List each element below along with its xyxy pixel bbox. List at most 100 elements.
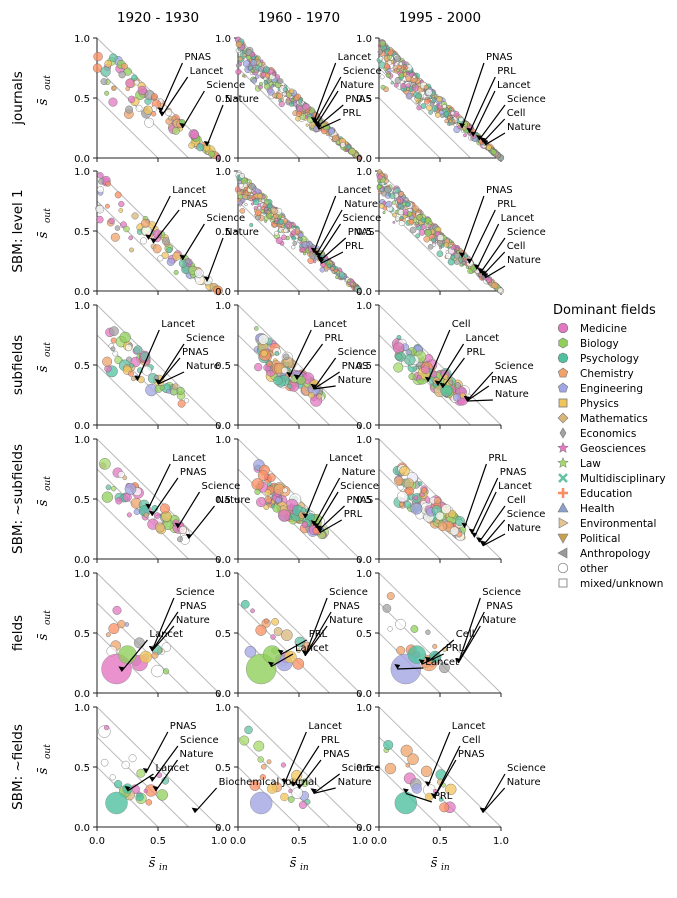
scatter-point (261, 198, 265, 203)
scatter-point (281, 214, 285, 218)
scatter-point (262, 203, 267, 208)
scatter-point-large (135, 792, 144, 802)
annotation-label: PRL (309, 629, 328, 640)
scatter-point (166, 247, 173, 254)
legend-marker (558, 578, 568, 588)
annotation-label: Science (206, 213, 245, 224)
scatter-point (420, 217, 426, 223)
annotation-label: PNAS (180, 467, 207, 478)
annotation-label: Lancet (149, 629, 183, 640)
scatter-point (423, 235, 431, 243)
scatter-point (144, 117, 154, 128)
diagonal-guide (378, 498, 441, 560)
annotation-arrow (482, 787, 506, 813)
scatter-point (417, 101, 421, 105)
scatter-point (400, 83, 406, 89)
scatter-point (264, 489, 272, 496)
scatter-point (425, 88, 433, 96)
scatter-point (439, 802, 450, 813)
annotation-arrowhead (314, 121, 321, 127)
scatter-point (114, 225, 121, 231)
annotation-label: Cell (462, 735, 481, 746)
annotation-label: Science (180, 735, 219, 746)
diagonal-guide (237, 364, 300, 426)
scatter-point (248, 65, 253, 71)
scatter-point (409, 226, 417, 234)
annotation-arrow (292, 745, 320, 787)
scatter-point (395, 618, 406, 630)
y-tick-label-hidden: 0.5 (356, 763, 372, 774)
annotation-label: PNAS (182, 347, 209, 358)
scatter-point (290, 225, 295, 229)
scatter-point (140, 218, 150, 228)
scatter-point (278, 509, 291, 522)
scatter-point (161, 251, 169, 259)
scatter-point (308, 392, 315, 399)
annotation-arrow (318, 505, 345, 531)
scatter-point (412, 75, 416, 79)
scatter-point (266, 759, 272, 765)
scatter-point (105, 203, 110, 209)
scatter-point (172, 251, 182, 261)
scatter-point (436, 250, 444, 258)
annotation-label: PRL (321, 735, 340, 746)
annotation-arrow (296, 343, 324, 380)
annotation-arrow (315, 90, 339, 126)
scatter-point (264, 496, 272, 504)
y-axis-label-sub: out (43, 476, 53, 491)
scatter-point (300, 247, 306, 253)
annotation-label: Nature (338, 777, 372, 788)
annotation-arrow (304, 625, 328, 657)
scatter-point (246, 55, 252, 61)
annotation-arrow (318, 118, 341, 130)
x-tick-label: 0.5 (291, 836, 307, 847)
scatter-point (133, 508, 140, 515)
x-axis-label-sub: in (300, 863, 309, 873)
annotation-arrow (181, 223, 205, 261)
legend-label: Political (580, 533, 620, 545)
legend-marker (559, 427, 567, 439)
annotation-arrow (181, 90, 205, 129)
annotation-label: PRL (497, 66, 516, 77)
y-tick-label-hidden: 0.0 (215, 287, 231, 298)
scatter-point (338, 272, 346, 279)
y-tick-label-hidden: 0.0 (356, 555, 372, 566)
diagonal-guide (378, 304, 502, 426)
y-tick-label-hidden: 0.0 (356, 287, 372, 298)
annotation-label: Nature (507, 777, 541, 788)
scatter-point (255, 74, 260, 79)
scatter-point (294, 229, 301, 235)
y-tick-label-hidden: 1.0 (356, 569, 372, 580)
scatter-point (159, 385, 165, 391)
scatter-point (332, 134, 340, 142)
diagonal-guide (378, 364, 441, 426)
y-axis-label: s̄ out (36, 744, 53, 775)
y-tick-label-hidden: 1.0 (215, 167, 231, 178)
annotation-arrow (457, 597, 481, 664)
diagonal-guide (378, 230, 441, 292)
annotation-arrowhead (150, 238, 157, 243)
scatter-point (248, 182, 256, 190)
diagonal-guide (237, 602, 330, 694)
scatter-point (93, 51, 103, 62)
scatter-point (415, 93, 422, 100)
scatter-point (239, 735, 250, 746)
scatter-point (163, 668, 170, 675)
scatter-point (282, 87, 288, 93)
scatter-point (257, 206, 262, 210)
annotation-arrow (159, 62, 183, 113)
scatter-point (117, 620, 126, 629)
y-tick-label-hidden: 1.0 (356, 34, 372, 45)
scatter-point (396, 68, 400, 73)
annotation-label: PNAS (486, 52, 513, 63)
scatter-point (108, 623, 120, 635)
column-title: 1920 - 1930 (117, 10, 199, 26)
scatter-point (100, 758, 109, 767)
scatter-point (281, 629, 293, 641)
annotation-label: Science (343, 66, 382, 77)
scatter-point (398, 72, 405, 79)
annotation-arrow (457, 611, 485, 664)
scatter-point (383, 63, 390, 70)
scatter-point (420, 765, 433, 778)
diagonal-guide (237, 200, 330, 292)
